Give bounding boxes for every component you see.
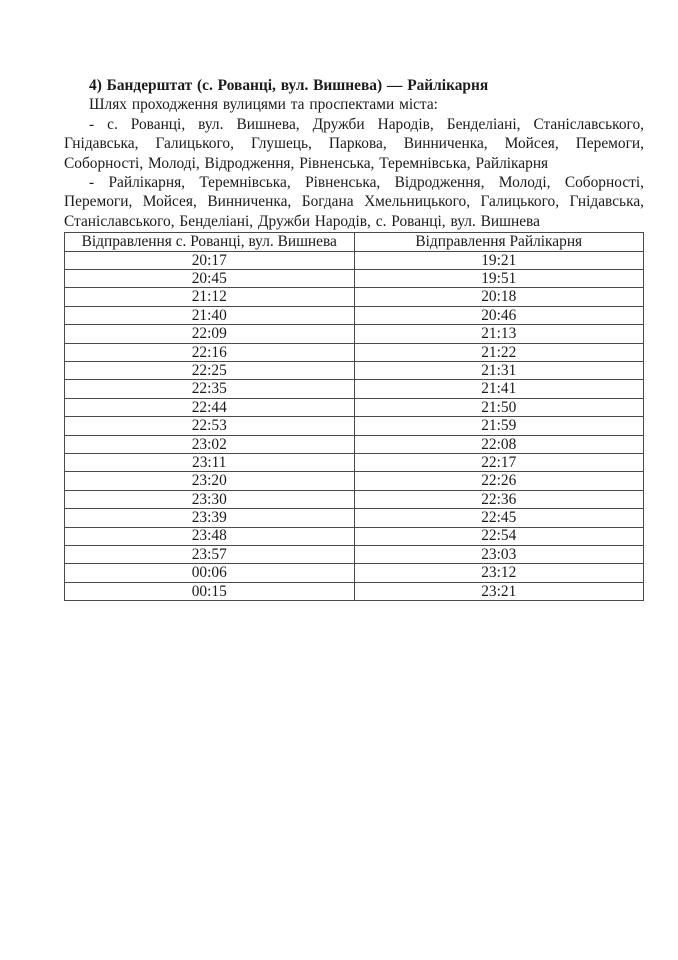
departure-time-cell: 21:41 [353, 379, 644, 399]
timetable-row: 22:09 21:13 [64, 324, 644, 344]
timetable-header-row: Відправлення с. Рованці, вул. Вишнева Ві… [64, 232, 644, 252]
departure-time-cell: 22:36 [353, 489, 644, 510]
departure-time-cell: 21:22 [353, 342, 644, 362]
departure-timetable: Відправлення с. Рованці, вул. Вишнева Ві… [64, 232, 644, 602]
departure-time-cell: 22:08 [353, 434, 644, 454]
departure-time-cell: 21:40 [64, 305, 355, 326]
timetable-row: 20:17 19:21 [64, 250, 644, 271]
timetable-body: 20:17 19:21 20:45 19:51 21:12 20:18 21:40 20:46… [64, 250, 644, 602]
route-forward-text: - с. Рованці, вул. Вишнева, Дружби Народ… [64, 115, 644, 172]
header-departure-rovantsi: Відправлення с. Рованці, вул. Вишнева [64, 232, 355, 252]
departure-time-cell: 23:57 [64, 544, 355, 565]
departure-time-cell: 21:50 [353, 397, 644, 418]
departure-time-cell: 20:45 [64, 269, 355, 289]
departure-time-cell: 22:25 [64, 360, 355, 381]
timetable-row: 22:16 21:22 [64, 342, 644, 362]
route-intro-text: Шлях проходження вулицями та проспектами… [89, 96, 438, 114]
timetable-row: 00:15 23:21 [64, 581, 644, 602]
timetable-row: 23:48 22:54 [64, 526, 644, 546]
departure-time-cell: 19:51 [353, 269, 644, 289]
departure-time-cell: 22:44 [64, 397, 355, 418]
departure-time-cell: 22:26 [353, 471, 644, 491]
departure-time-cell: 22:45 [353, 508, 644, 528]
departure-time-cell: 21:59 [353, 416, 644, 436]
route-backward-text: - Райлікарня, Теремнівська, Рівненська, … [64, 174, 644, 230]
departure-time-cell: 23:48 [64, 526, 355, 546]
timetable-row: 23:39 22:45 [64, 508, 644, 528]
departure-time-cell: 22:35 [64, 379, 355, 399]
timetable-row: 23:30 22:36 [64, 489, 644, 510]
timetable-row: 23:20 22:26 [64, 471, 644, 491]
departure-time-cell: 22:53 [64, 416, 355, 436]
departure-time-cell: 21:31 [353, 360, 644, 381]
departure-time-cell: 23:02 [64, 434, 355, 454]
departure-time-cell: 21:12 [64, 287, 355, 307]
document-content: 4) Бандерштат (с. Рованці, вул. Вишнева)… [64, 76, 644, 602]
timetable-row: 21:40 20:46 [64, 305, 644, 326]
timetable-row: 22:25 21:31 [64, 360, 644, 381]
timetable-row: 00:06 23:12 [64, 563, 644, 583]
departure-time-cell: 23:21 [353, 581, 644, 602]
departure-time-cell: 23:39 [64, 508, 355, 528]
timetable-row: 22:44 21:50 [64, 397, 644, 418]
departure-time-cell: 22:54 [353, 526, 644, 546]
departure-time-cell: 21:13 [353, 324, 644, 344]
header-departure-railikarnia: Відправлення Райлікарня [353, 232, 644, 252]
departure-time-cell: 20:18 [353, 287, 644, 307]
departure-time-cell: 23:12 [353, 563, 644, 583]
route-title: 4) Бандерштат (с. Рованці, вул. Вишнева)… [89, 77, 489, 94]
timetable-row: 22:35 21:41 [64, 379, 644, 399]
departure-time-cell: 19:21 [353, 250, 644, 271]
timetable-row: 23:57 23:03 [64, 544, 644, 565]
departure-time-cell: 00:06 [64, 563, 355, 583]
departure-time-cell: 20:46 [353, 305, 644, 326]
timetable-row: 22:53 21:59 [64, 416, 644, 436]
departure-time-cell: 22:09 [64, 324, 355, 344]
timetable-row: 23:11 22:17 [64, 452, 644, 473]
departure-time-cell: 23:30 [64, 489, 355, 510]
departure-time-cell: 23:03 [353, 544, 644, 565]
departure-time-cell: 22:16 [64, 342, 355, 362]
departure-time-cell: 23:20 [64, 471, 355, 491]
timetable-header: Відправлення с. Рованці, вул. Вишнева Ві… [64, 232, 644, 252]
timetable-row: 23:02 22:08 [64, 434, 644, 454]
departure-time-cell: 20:17 [64, 250, 355, 271]
timetable-row: 20:45 19:51 [64, 269, 644, 289]
departure-time-cell: 23:11 [64, 452, 355, 473]
departure-time-cell: 22:17 [353, 452, 644, 473]
departure-time-cell: 00:15 [64, 581, 355, 602]
timetable-row: 21:12 20:18 [64, 287, 644, 307]
